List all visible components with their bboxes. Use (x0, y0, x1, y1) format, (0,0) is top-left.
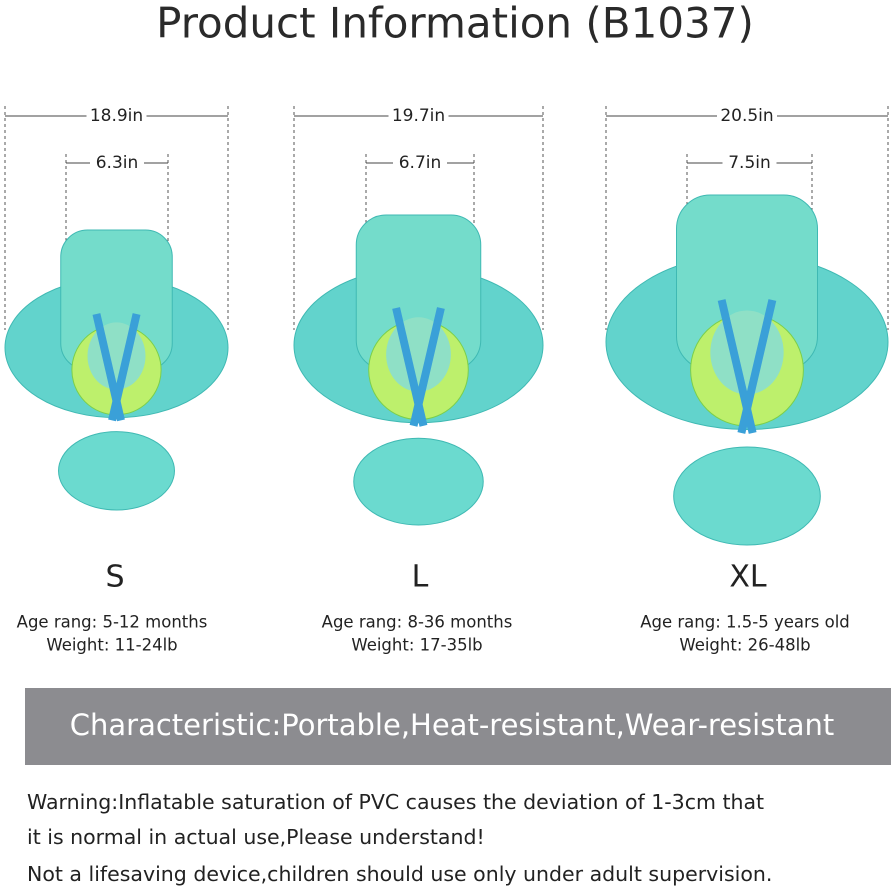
characteristic: Characteristic:Portable,Heat-resistant,W… (70, 708, 834, 742)
weight: Weight: 11-24lb (46, 636, 177, 655)
age: Age rang: 5-12 months (17, 613, 208, 632)
warning-line: Not a lifesaving device,children should … (27, 862, 772, 886)
weight: Weight: 26-48lb (679, 636, 810, 655)
inner-width: 6.3in (96, 153, 139, 173)
outer-width: 18.9in (90, 106, 143, 126)
float-strap (108, 313, 141, 422)
float-hole (386, 317, 451, 392)
float-strap (737, 299, 777, 434)
outer-width: 19.7in (392, 106, 445, 126)
inner-width: 7.5in (728, 153, 771, 173)
warning-line: Warning:Inflatable saturation of PVC cau… (27, 790, 764, 814)
inner-width: 6.7in (399, 153, 442, 173)
age: Age rang: 1.5-5 years old (640, 613, 850, 632)
outer-width: 20.5in (720, 106, 773, 126)
age: Age rang: 8-36 months (322, 613, 513, 632)
size: S (105, 560, 124, 595)
size: XL (729, 560, 767, 595)
float-strap (409, 307, 445, 427)
swim-float (4, 229, 229, 511)
swim-float (293, 214, 544, 526)
label-bg (722, 151, 777, 175)
label-bg (90, 151, 144, 175)
float-front (353, 437, 484, 526)
float-front (58, 431, 175, 511)
title: Product Information (B1037) (156, 0, 754, 48)
swim-float (605, 194, 889, 546)
float-hole (710, 310, 784, 395)
weight: Weight: 17-35lb (351, 636, 482, 655)
label-bg (717, 104, 777, 128)
float-front (673, 446, 821, 546)
float-hole (87, 322, 146, 390)
size: L (412, 560, 429, 595)
warning-line: it is normal in actual use,Please unders… (27, 825, 485, 849)
characteristic-band (25, 688, 891, 765)
label-bg (393, 151, 447, 175)
label-bg (388, 104, 449, 128)
label-bg (86, 104, 147, 128)
